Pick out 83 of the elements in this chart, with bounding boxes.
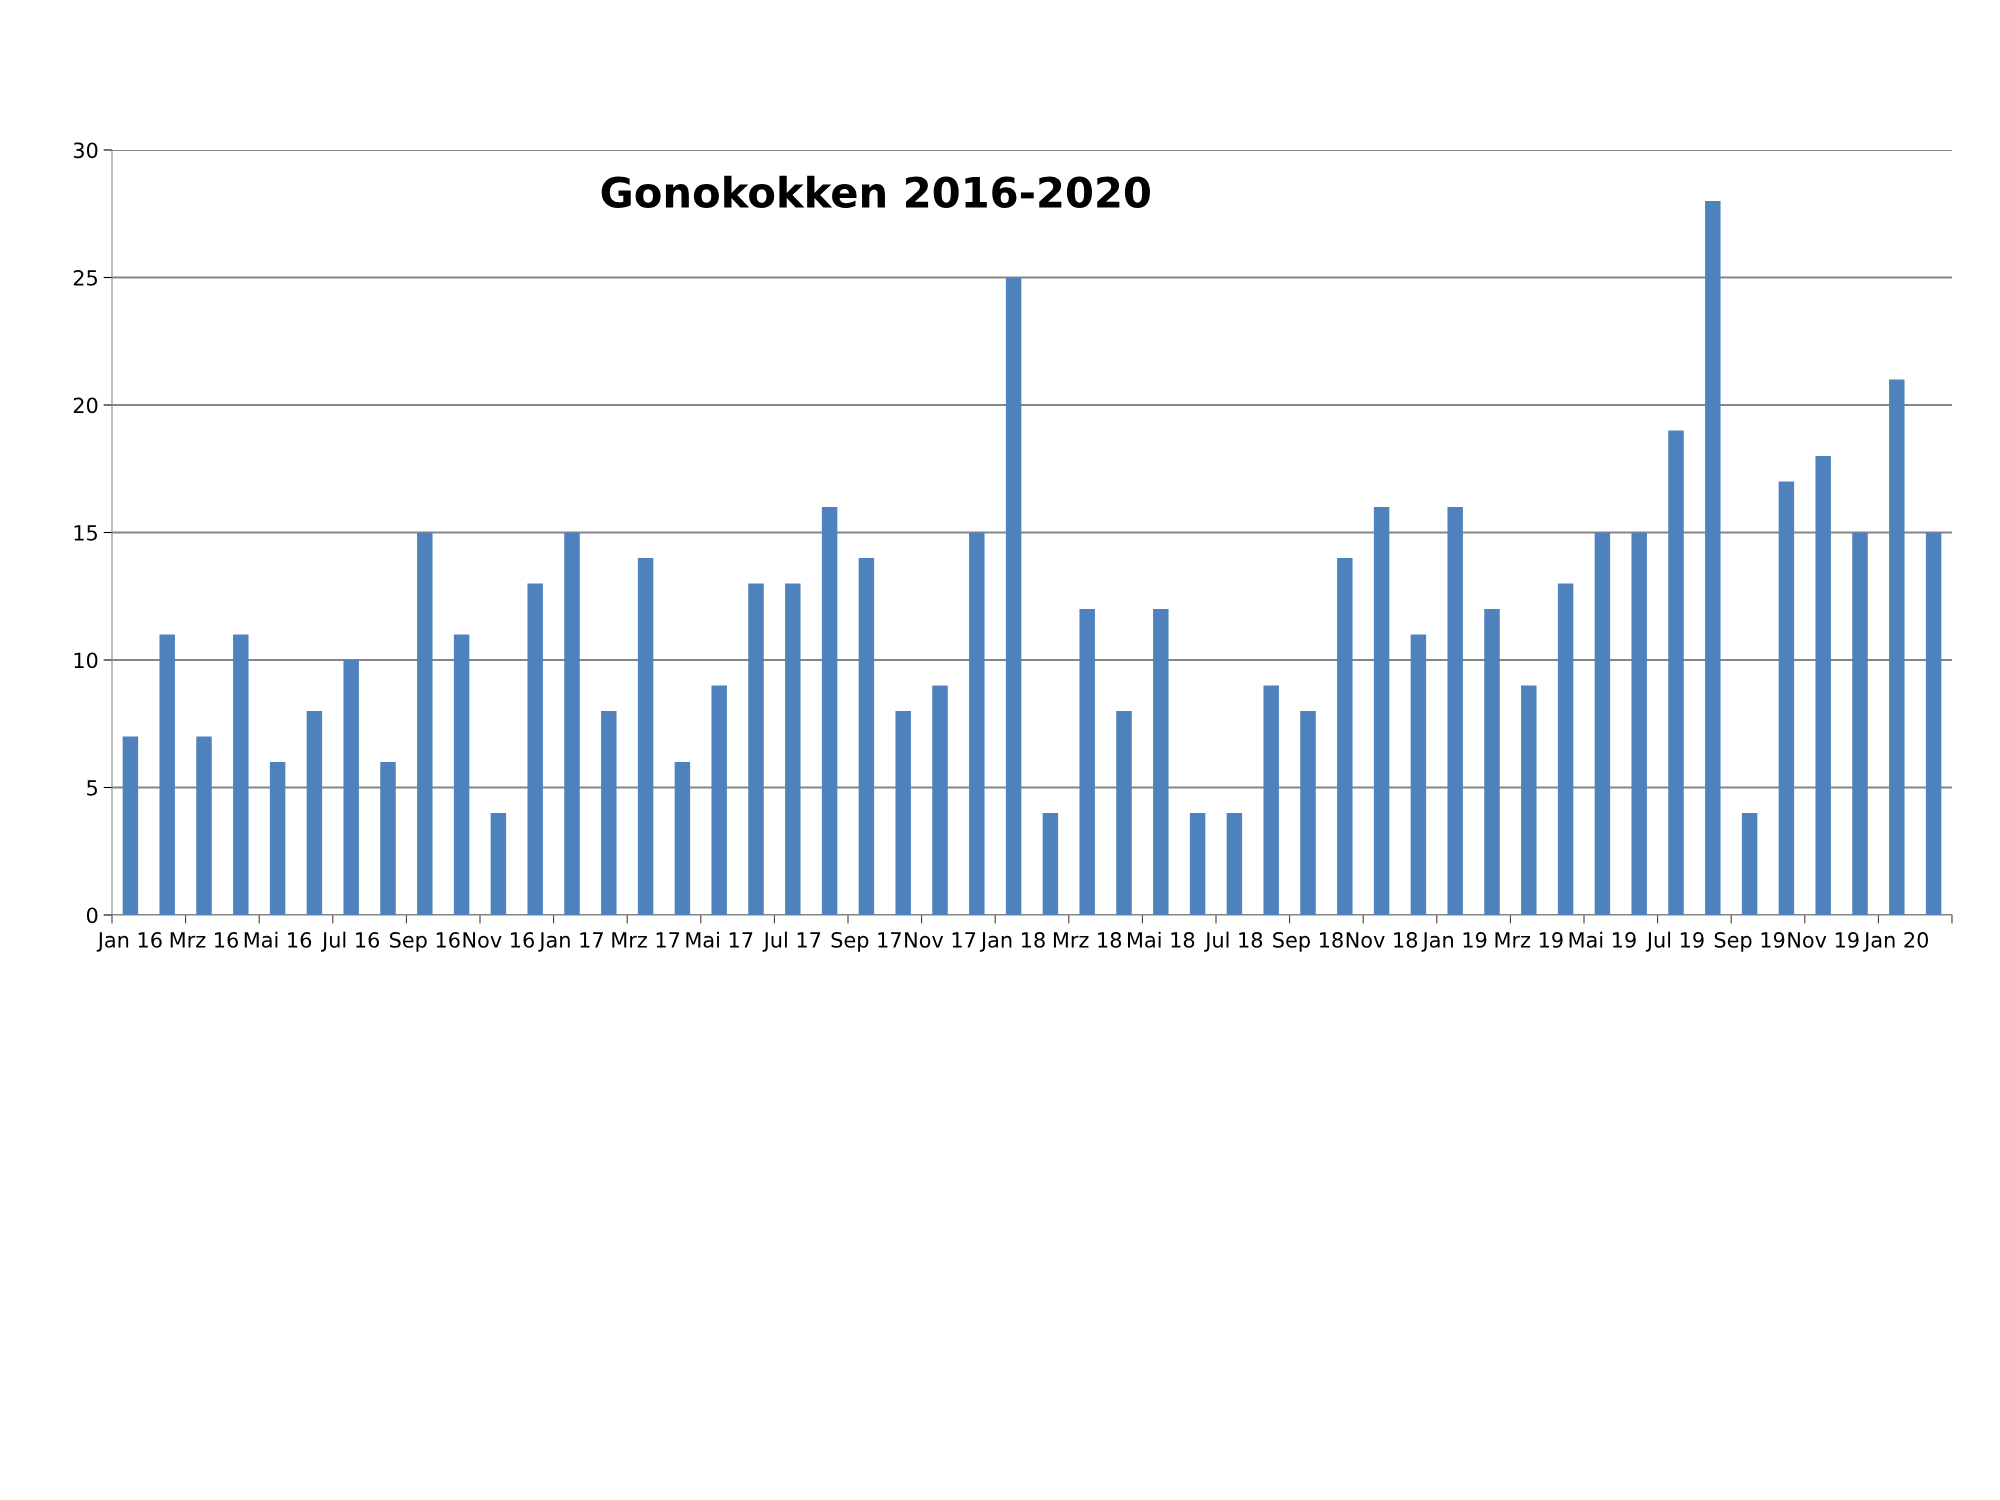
x-tick-label: Sep 16 [389,932,460,952]
bar [380,762,396,915]
bar [233,634,249,915]
bar [343,660,359,915]
bar [122,736,139,915]
bar [196,736,212,915]
bar [895,711,911,915]
bar [1925,532,1942,915]
x-tick-label: Jan 16 [96,932,162,952]
y-tick-label: 20 [73,397,98,414]
x-tick-label: Sep 17 [831,932,901,952]
bar [269,762,286,915]
bar [1815,456,1831,915]
x-tick-label: Nov 18 [1346,932,1418,948]
x-tick-label: Nov 16 [463,932,534,948]
bar [1337,558,1353,915]
bar [1373,507,1390,915]
bar [1079,609,1095,915]
bar [1153,609,1169,915]
x-tick-label: Jan 18 [979,932,1045,952]
bar [1042,813,1059,915]
bar [1447,507,1463,915]
y-tick-label: 15 [74,525,97,541]
x-tick-label: Mai 16 [244,931,312,948]
bar [1226,813,1243,915]
bar [1116,711,1132,915]
bar [1521,685,1537,915]
bar [1705,201,1721,915]
bar [1594,532,1611,915]
x-tick-label: Mai 17 [686,931,753,948]
bar [1005,277,1022,915]
x-tick-label: Sep 18 [1273,932,1343,952]
bar [601,711,617,915]
bar [1741,813,1758,915]
bar [858,558,875,915]
y-tick-label: 0 [86,907,98,924]
x-tick-label: Jan 20 [1863,932,1929,952]
bar [1484,609,1500,915]
y-tick-label: 25 [73,269,97,286]
bar [1189,813,1206,915]
bar [785,583,801,915]
bar [1557,583,1574,915]
bar [1778,481,1795,915]
y-tick-label: 10 [74,652,98,669]
x-tick-label: Jan 19 [1421,932,1487,952]
x-tick-label: Mai 19 [1569,931,1636,948]
bar [821,507,838,915]
bar [564,532,580,915]
bar [417,532,433,915]
y-tick-label: 5 [87,780,97,796]
x-tick-label: Mrz 17 [612,932,680,948]
x-tick-label: Jul 17 [762,931,821,952]
y-tick-label: 30 [73,142,98,159]
x-tick-label: Sep 19 [1714,932,1785,952]
bar [1263,685,1279,915]
bar [453,634,470,915]
bar [969,532,985,915]
bar [932,685,948,915]
text: Gonokokken 2016-2020 [601,175,1150,208]
bar [1410,634,1427,915]
bar [637,558,654,915]
bar [490,813,507,915]
x-tick-label: Mrz 19 [1495,932,1563,948]
x-tick-label: Jan 17 [538,932,603,952]
bar [711,685,727,915]
x-tick-label: Jul 19 [1645,931,1704,952]
x-tick-label: Mai 18 [1128,931,1195,948]
bar [674,762,691,915]
x-tick-label: Jul 18 [1204,931,1263,952]
bar [159,634,175,915]
x-tick-label: Nov 19 [1788,932,1859,948]
bar [1631,532,1647,915]
bar [1300,711,1316,915]
bar [1889,379,1905,915]
bar [306,711,323,915]
bar [1852,532,1868,915]
x-tick-label: Nov 17 [905,932,976,948]
x-tick-label: Mrz 18 [1053,932,1122,948]
x-tick-label: Mrz 16 [170,932,238,948]
bar [1668,430,1684,915]
bar [748,583,764,915]
x-tick-label: Jul 16 [320,931,380,952]
bar [527,583,543,915]
